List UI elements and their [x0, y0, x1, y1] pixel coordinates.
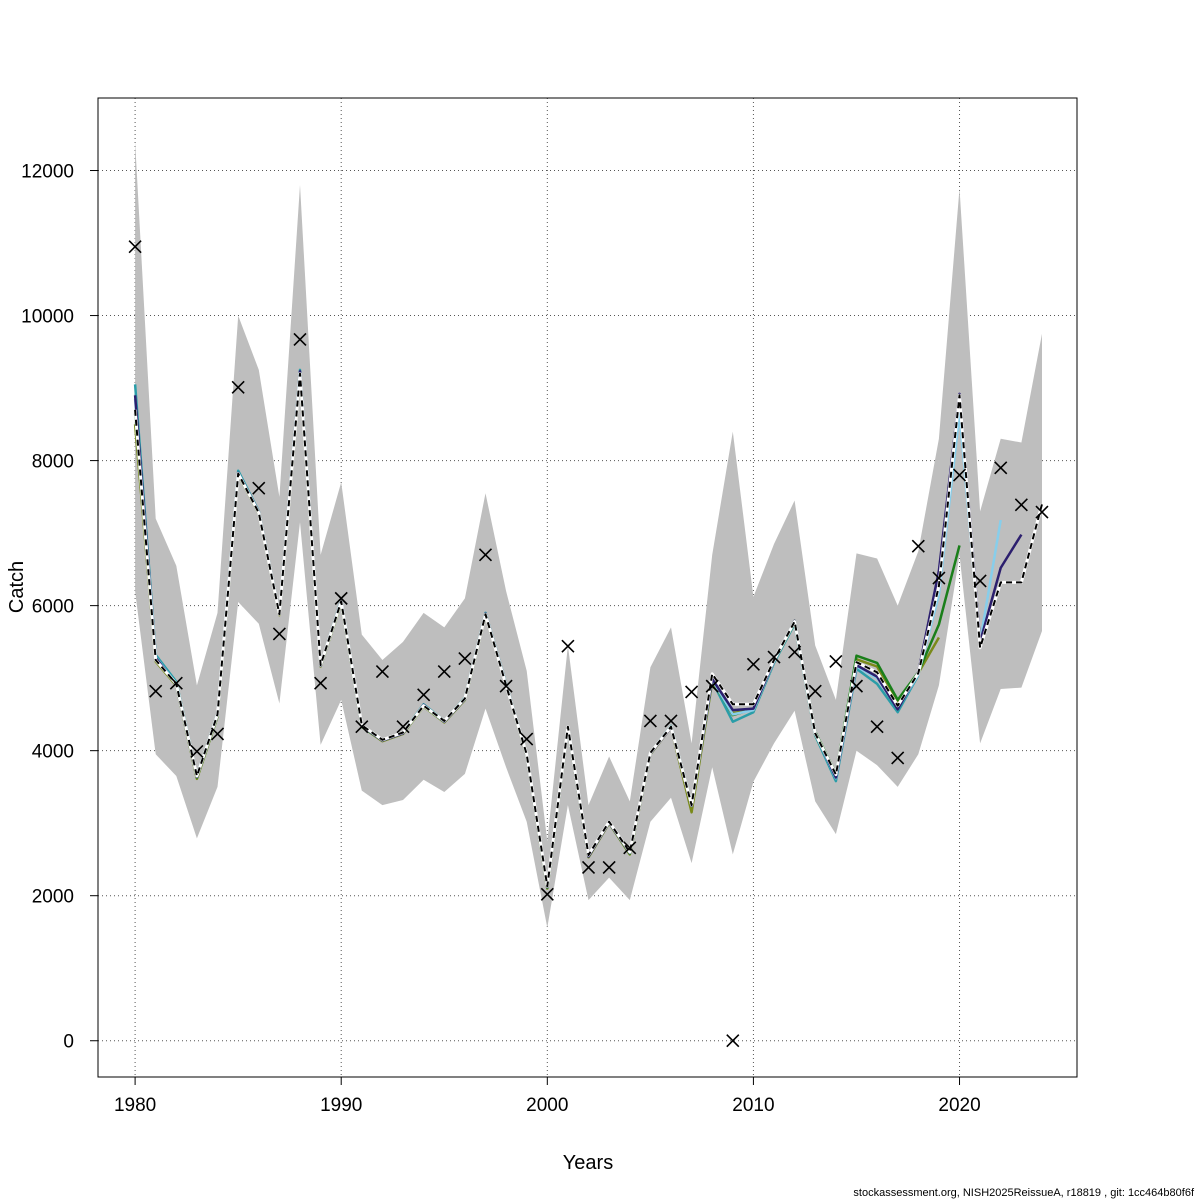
base-series-line — [134, 372, 1043, 888]
observed-point — [788, 645, 802, 659]
observed-point — [540, 887, 554, 901]
observed-point — [334, 591, 348, 605]
observed-point — [293, 332, 307, 347]
observed-point — [128, 240, 142, 254]
observed-point — [169, 676, 183, 690]
observed-point — [602, 860, 616, 874]
observed-point — [581, 860, 596, 874]
observed-point — [1035, 505, 1049, 519]
observed-point — [272, 627, 286, 641]
observed-point — [973, 574, 987, 588]
observed-point — [870, 720, 884, 734]
observed-point — [520, 732, 534, 746]
observed-point — [190, 744, 204, 758]
observed-point — [231, 380, 245, 394]
y-tick-label: 12000 — [21, 162, 74, 183]
y-tick-label: 2000 — [32, 887, 74, 908]
observed-point — [437, 665, 451, 679]
observed-point — [685, 685, 699, 699]
observed-point — [891, 751, 905, 765]
observed-points — [128, 240, 1049, 1048]
observed-point — [746, 657, 760, 671]
x-tick-label: 1980 — [114, 1095, 156, 1116]
x-tick-label: 1990 — [320, 1095, 362, 1116]
y-tick-label: 6000 — [32, 597, 74, 618]
x-axis-title: Years — [563, 1152, 613, 1174]
y-tick-label: 4000 — [32, 742, 74, 763]
observed-point — [994, 461, 1008, 475]
y-tick-label: 10000 — [21, 307, 74, 328]
observed-point — [499, 679, 513, 693]
observed-point — [417, 688, 431, 702]
observed-point — [829, 654, 843, 669]
y-axis-title: Catch — [6, 561, 28, 613]
observed-point — [726, 1034, 740, 1048]
observed-point — [478, 548, 493, 562]
y-tick-label: 8000 — [32, 452, 74, 473]
observed-point — [664, 714, 678, 728]
observed-point — [1014, 498, 1028, 512]
observed-point — [623, 841, 637, 855]
observed-point — [252, 481, 266, 495]
observed-point — [396, 720, 410, 734]
x-axis: 1980 1990 2000 2010 2020 — [114, 1076, 981, 1116]
observed-point — [932, 571, 946, 585]
observed-point — [149, 684, 163, 698]
observed-point — [808, 684, 822, 698]
observed-point — [314, 676, 328, 690]
x-tick-label: 2010 — [732, 1095, 774, 1116]
observed-point — [561, 639, 575, 653]
observed-point — [210, 727, 225, 741]
footer-credit: stockassessment.org, NISH2025ReissueA, r… — [853, 1187, 1195, 1199]
y-axis: 0 2000 4000 6000 8000 10000 12000 — [21, 162, 99, 1053]
observed-point — [458, 652, 472, 666]
x-tick-label: 2000 — [526, 1095, 568, 1116]
observed-point — [911, 539, 925, 553]
observed-point — [767, 650, 781, 664]
observed-point — [705, 679, 719, 693]
observed-point — [355, 720, 369, 734]
x-tick-label: 2020 — [938, 1095, 980, 1116]
observed-point — [952, 468, 967, 482]
observed-point — [849, 679, 864, 693]
series-lines — [133, 368, 1044, 890]
y-tick-label: 0 — [63, 1032, 74, 1053]
observed-point — [643, 714, 657, 728]
observed-point — [375, 665, 389, 679]
